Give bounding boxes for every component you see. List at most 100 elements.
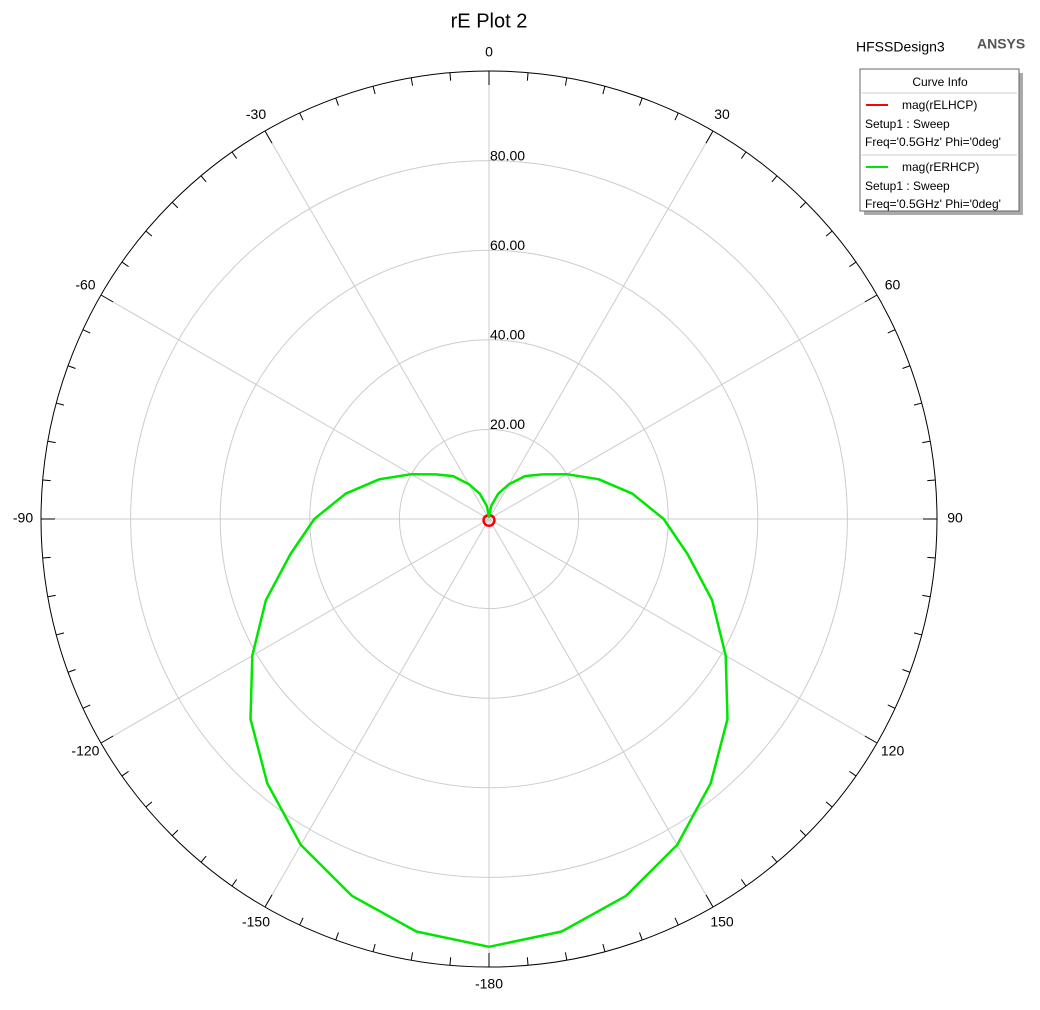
minor-tick <box>145 801 153 808</box>
major-tick <box>100 735 114 744</box>
grid-spoke <box>100 518 490 744</box>
minor-tick <box>849 770 857 777</box>
grid-spoke <box>488 130 714 520</box>
minor-tick <box>42 479 51 482</box>
theta-tick-label: -90 <box>13 510 33 526</box>
minor-tick <box>526 957 529 966</box>
major-tick <box>705 894 714 908</box>
minor-tick <box>740 879 747 887</box>
minor-tick <box>887 704 896 709</box>
theta-tick-label: 60 <box>885 277 901 293</box>
minor-tick <box>47 594 56 598</box>
minor-tick <box>902 365 911 369</box>
minor-tick <box>449 957 452 966</box>
minor-tick <box>927 479 936 482</box>
theta-tick-label: -60 <box>75 277 95 293</box>
minor-tick <box>56 632 65 636</box>
chart-title: rE Plot 2 <box>451 10 528 32</box>
major-tick <box>864 735 878 744</box>
theta-tick-label: -180 <box>475 976 503 992</box>
minor-tick <box>740 151 747 159</box>
minor-tick <box>913 402 922 406</box>
minor-tick <box>564 952 568 961</box>
minor-tick <box>121 261 129 268</box>
minor-tick <box>299 112 304 121</box>
minor-tick <box>200 855 207 863</box>
r-tick-label: 20.00 <box>490 416 525 432</box>
minor-tick <box>449 72 452 81</box>
minor-tick <box>410 77 414 86</box>
minor-tick <box>335 932 339 941</box>
minor-tick <box>67 669 76 673</box>
major-tick <box>864 294 878 303</box>
grid-spoke <box>488 518 878 744</box>
r-tick-label: 60.00 <box>490 237 525 253</box>
minor-tick <box>299 917 304 926</box>
theta-tick-label: 0 <box>485 44 493 60</box>
minor-tick <box>602 943 606 952</box>
minor-tick <box>145 230 153 237</box>
theta-tick-label: -120 <box>71 743 99 759</box>
minor-tick <box>56 402 65 406</box>
minor-tick <box>42 556 51 559</box>
minor-tick <box>171 201 179 209</box>
grid-spoke <box>100 294 490 520</box>
minor-tick <box>799 201 807 209</box>
minor-tick <box>927 556 936 559</box>
legend-title: Curve Info <box>912 75 968 89</box>
theta-tick-label: 90 <box>947 510 963 526</box>
theta-tick-label: 150 <box>710 913 734 929</box>
minor-tick <box>922 440 931 444</box>
minor-tick <box>372 86 376 95</box>
theta-tick-label: 30 <box>714 106 730 122</box>
legend-detail: Freq='0.5GHz' Phi='0deg' <box>865 135 1001 149</box>
minor-tick <box>849 261 857 268</box>
curve <box>249 472 729 949</box>
minor-tick <box>771 175 778 183</box>
minor-tick <box>922 594 931 598</box>
minor-tick <box>47 440 56 444</box>
minor-tick <box>372 943 376 952</box>
minor-tick <box>121 770 129 777</box>
minor-tick <box>526 72 529 81</box>
minor-tick <box>82 704 91 709</box>
legend-entry: mag(rERHCP) <box>902 160 979 174</box>
major-tick <box>100 294 114 303</box>
minor-tick <box>602 86 606 95</box>
legend-entry: mag(rELHCP) <box>902 98 977 112</box>
grid-spoke <box>488 294 878 520</box>
major-tick <box>264 894 273 908</box>
minor-tick <box>771 855 778 863</box>
legend-detail: Setup1 : Sweep <box>865 179 950 193</box>
minor-tick <box>564 77 568 86</box>
minor-tick <box>887 329 896 334</box>
grid-spoke <box>264 130 490 520</box>
brand: ANSYS <box>977 36 1025 52</box>
minor-tick <box>799 829 807 837</box>
minor-tick <box>67 365 76 369</box>
theta-tick-label: -150 <box>242 913 270 929</box>
minor-tick <box>335 97 339 106</box>
minor-tick <box>913 632 922 636</box>
minor-tick <box>639 932 643 941</box>
grid-spoke <box>264 518 490 908</box>
legend-detail: Freq='0.5GHz' Phi='0deg' <box>865 197 1001 211</box>
r-tick-label: 80.00 <box>490 147 525 163</box>
minor-tick <box>231 879 238 887</box>
minor-tick <box>171 829 179 837</box>
design-name: HFSSDesign3 <box>856 39 945 55</box>
minor-tick <box>902 669 911 673</box>
grid-spoke <box>488 518 714 908</box>
minor-tick <box>200 175 207 183</box>
theta-tick-label: 120 <box>881 743 905 759</box>
minor-tick <box>674 917 679 926</box>
theta-tick-label: -30 <box>246 106 266 122</box>
major-tick <box>705 130 714 144</box>
minor-tick <box>231 151 238 159</box>
legend-detail: Setup1 : Sweep <box>865 117 950 131</box>
minor-tick <box>825 230 833 237</box>
minor-tick <box>410 952 414 961</box>
r-tick-label: 40.00 <box>490 327 525 343</box>
